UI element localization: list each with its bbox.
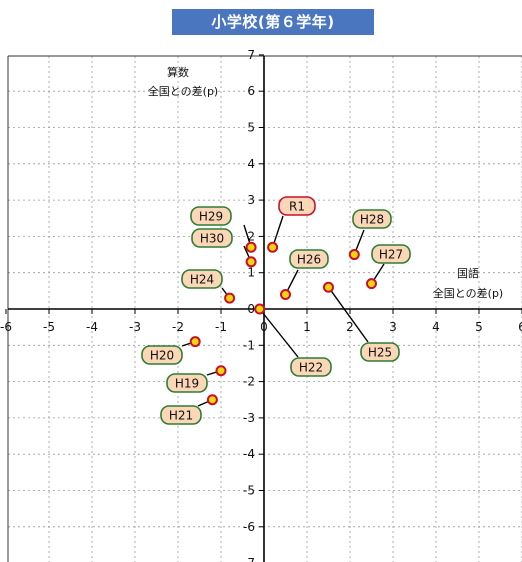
x-tick-label: -4 bbox=[86, 320, 98, 334]
y-tick-label: 1 bbox=[247, 266, 255, 280]
data-label-h26: H26 bbox=[297, 253, 321, 267]
label-box-h30 bbox=[191, 228, 233, 248]
label-box-r1 bbox=[278, 196, 316, 216]
data-label-h19: H19 bbox=[175, 377, 199, 391]
data-point-h22 bbox=[254, 303, 266, 315]
data-label-h21: H21 bbox=[169, 409, 193, 423]
y-tick-label: 6 bbox=[247, 84, 255, 98]
x-tick-label: 4 bbox=[432, 320, 440, 334]
y-tick-label: -1 bbox=[243, 338, 255, 352]
label-box-h28 bbox=[352, 209, 392, 229]
x-tick-label: 5 bbox=[475, 320, 483, 334]
label-box-h20 bbox=[141, 345, 183, 365]
label-box-h19 bbox=[166, 373, 208, 393]
x-tick-label: -6 bbox=[0, 320, 12, 334]
x-tick-label: 6 bbox=[518, 320, 522, 334]
x-tick-label: 0 bbox=[260, 320, 268, 334]
y-tick-label: -4 bbox=[243, 447, 255, 461]
x-axis-title: 国語 bbox=[457, 266, 479, 280]
data-label-h24: H24 bbox=[190, 273, 214, 287]
x-tick-label: 2 bbox=[346, 320, 354, 334]
data-point-h28 bbox=[348, 249, 360, 261]
data-point-r1 bbox=[267, 241, 279, 253]
x-tick-label: -3 bbox=[129, 320, 141, 334]
data-point-h24 bbox=[224, 292, 236, 304]
label-box-h29 bbox=[190, 206, 232, 226]
data-point-h20 bbox=[189, 336, 201, 348]
y-tick-label: 3 bbox=[247, 193, 255, 207]
y-tick-label: 2 bbox=[247, 229, 255, 243]
data-point-h27 bbox=[366, 278, 377, 290]
label-box-h25 bbox=[360, 342, 400, 362]
y-tick-label: -7 bbox=[243, 556, 255, 562]
data-label-h29: H29 bbox=[199, 210, 223, 224]
x-tick-label: -5 bbox=[43, 320, 55, 334]
label-box-h24 bbox=[181, 269, 223, 289]
y-tick-label: -3 bbox=[243, 411, 255, 425]
y-tick-label: -5 bbox=[243, 484, 255, 498]
label-box-h21 bbox=[160, 405, 202, 425]
x-tick-label: 3 bbox=[389, 320, 397, 334]
x-tick-label: -1 bbox=[215, 320, 227, 334]
data-label-h25: H25 bbox=[368, 346, 392, 360]
y-tick-label: 0 bbox=[247, 302, 255, 316]
label-box-h26 bbox=[289, 249, 329, 269]
y-tick-label: -2 bbox=[243, 375, 255, 389]
leader-line-h25 bbox=[327, 286, 369, 343]
data-label-h20: H20 bbox=[150, 349, 174, 363]
data-point-h29 bbox=[245, 241, 257, 253]
x-axis-unit: 全国との差(p) bbox=[433, 286, 503, 300]
y-tick-label: 7 bbox=[247, 48, 255, 62]
y-tick-label: 5 bbox=[247, 121, 255, 135]
x-tick-label: 1 bbox=[303, 320, 311, 334]
data-point-h30 bbox=[245, 256, 257, 268]
label-box-h22 bbox=[290, 357, 332, 377]
data-label-h22: H22 bbox=[299, 361, 323, 375]
y-axis-title: 算数 bbox=[167, 65, 189, 79]
data-label-h27: H27 bbox=[379, 248, 403, 262]
data-label-r1: R1 bbox=[289, 200, 305, 214]
data-label-h28: H28 bbox=[360, 213, 384, 227]
data-point-h26 bbox=[280, 288, 291, 300]
chart-title: 小学校(第６学年) bbox=[172, 9, 374, 35]
data-label-h30: H30 bbox=[200, 232, 224, 246]
label-box-h27 bbox=[371, 244, 411, 264]
x-tick-label: -2 bbox=[172, 320, 184, 334]
data-point-h25 bbox=[323, 281, 334, 293]
y-axis-unit: 全国との差(p) bbox=[148, 84, 218, 98]
y-tick-label: 4 bbox=[247, 157, 255, 171]
data-point-h21 bbox=[206, 394, 218, 406]
y-tick-label: -6 bbox=[243, 520, 255, 534]
data-point-h19 bbox=[215, 365, 227, 377]
leader-line-h22 bbox=[259, 308, 299, 358]
